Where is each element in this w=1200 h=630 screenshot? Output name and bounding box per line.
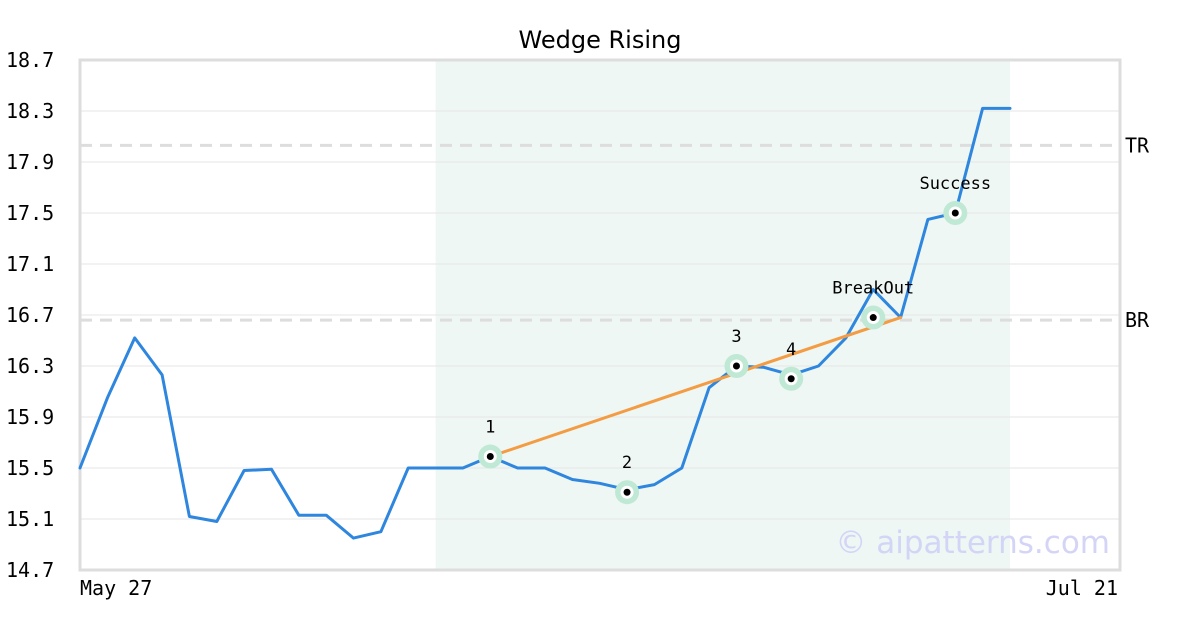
pattern-point-label: 4 — [786, 340, 796, 360]
pattern-point-label: 2 — [622, 453, 632, 473]
pattern-point — [486, 453, 494, 461]
reference-line-label: TR — [1125, 133, 1150, 157]
y-tick-label: 18.7 — [6, 48, 54, 72]
reference-lines: TR BR — [80, 133, 1150, 332]
pattern-point — [869, 314, 877, 322]
gridlines — [80, 110, 1120, 520]
pattern-point — [623, 488, 631, 496]
watermark-text: © aipatterns.com — [835, 525, 1110, 561]
pattern-point-label: Success — [919, 174, 991, 194]
chart-title: Wedge Rising — [519, 26, 682, 54]
y-tick-label: 14.7 — [6, 558, 54, 582]
price-line — [78, 106, 1012, 540]
pattern-points-layer: 1 2 3 4 BreakOut Success — [478, 174, 991, 505]
y-tick-label: 17.1 — [6, 252, 54, 276]
trend-line — [488, 316, 903, 459]
x-tick-label: May 27 — [80, 576, 152, 600]
y-tick-label: 15.5 — [6, 456, 54, 480]
x-tick-label: Jul 21 — [1046, 576, 1118, 600]
x-axis-ticks: May 27 Jul 21 — [80, 576, 1118, 600]
y-axis-ticks: 18.7 18.3 17.9 17.5 17.1 16.7 16.3 15.9 15.5 15.1… — [6, 48, 54, 582]
pattern-point — [787, 375, 795, 383]
y-tick-label: 16.7 — [6, 303, 54, 327]
y-tick-label: 17.5 — [6, 201, 54, 225]
y-tick-label: 18.3 — [6, 99, 54, 123]
y-tick-label: 15.9 — [6, 405, 54, 429]
y-tick-label: 16.3 — [6, 354, 54, 378]
pattern-point — [951, 209, 959, 217]
plot-frame — [78, 58, 1122, 572]
pattern-point-label: 3 — [731, 327, 741, 347]
pattern-point-label: 1 — [485, 418, 495, 438]
price-series-layer — [78, 106, 1012, 540]
pattern-point-label: BreakOut — [832, 279, 914, 299]
pattern-point — [732, 362, 740, 370]
reference-line-label: BR — [1125, 308, 1150, 332]
y-tick-label: 15.1 — [6, 507, 54, 531]
y-tick-label: 17.9 — [6, 150, 54, 174]
